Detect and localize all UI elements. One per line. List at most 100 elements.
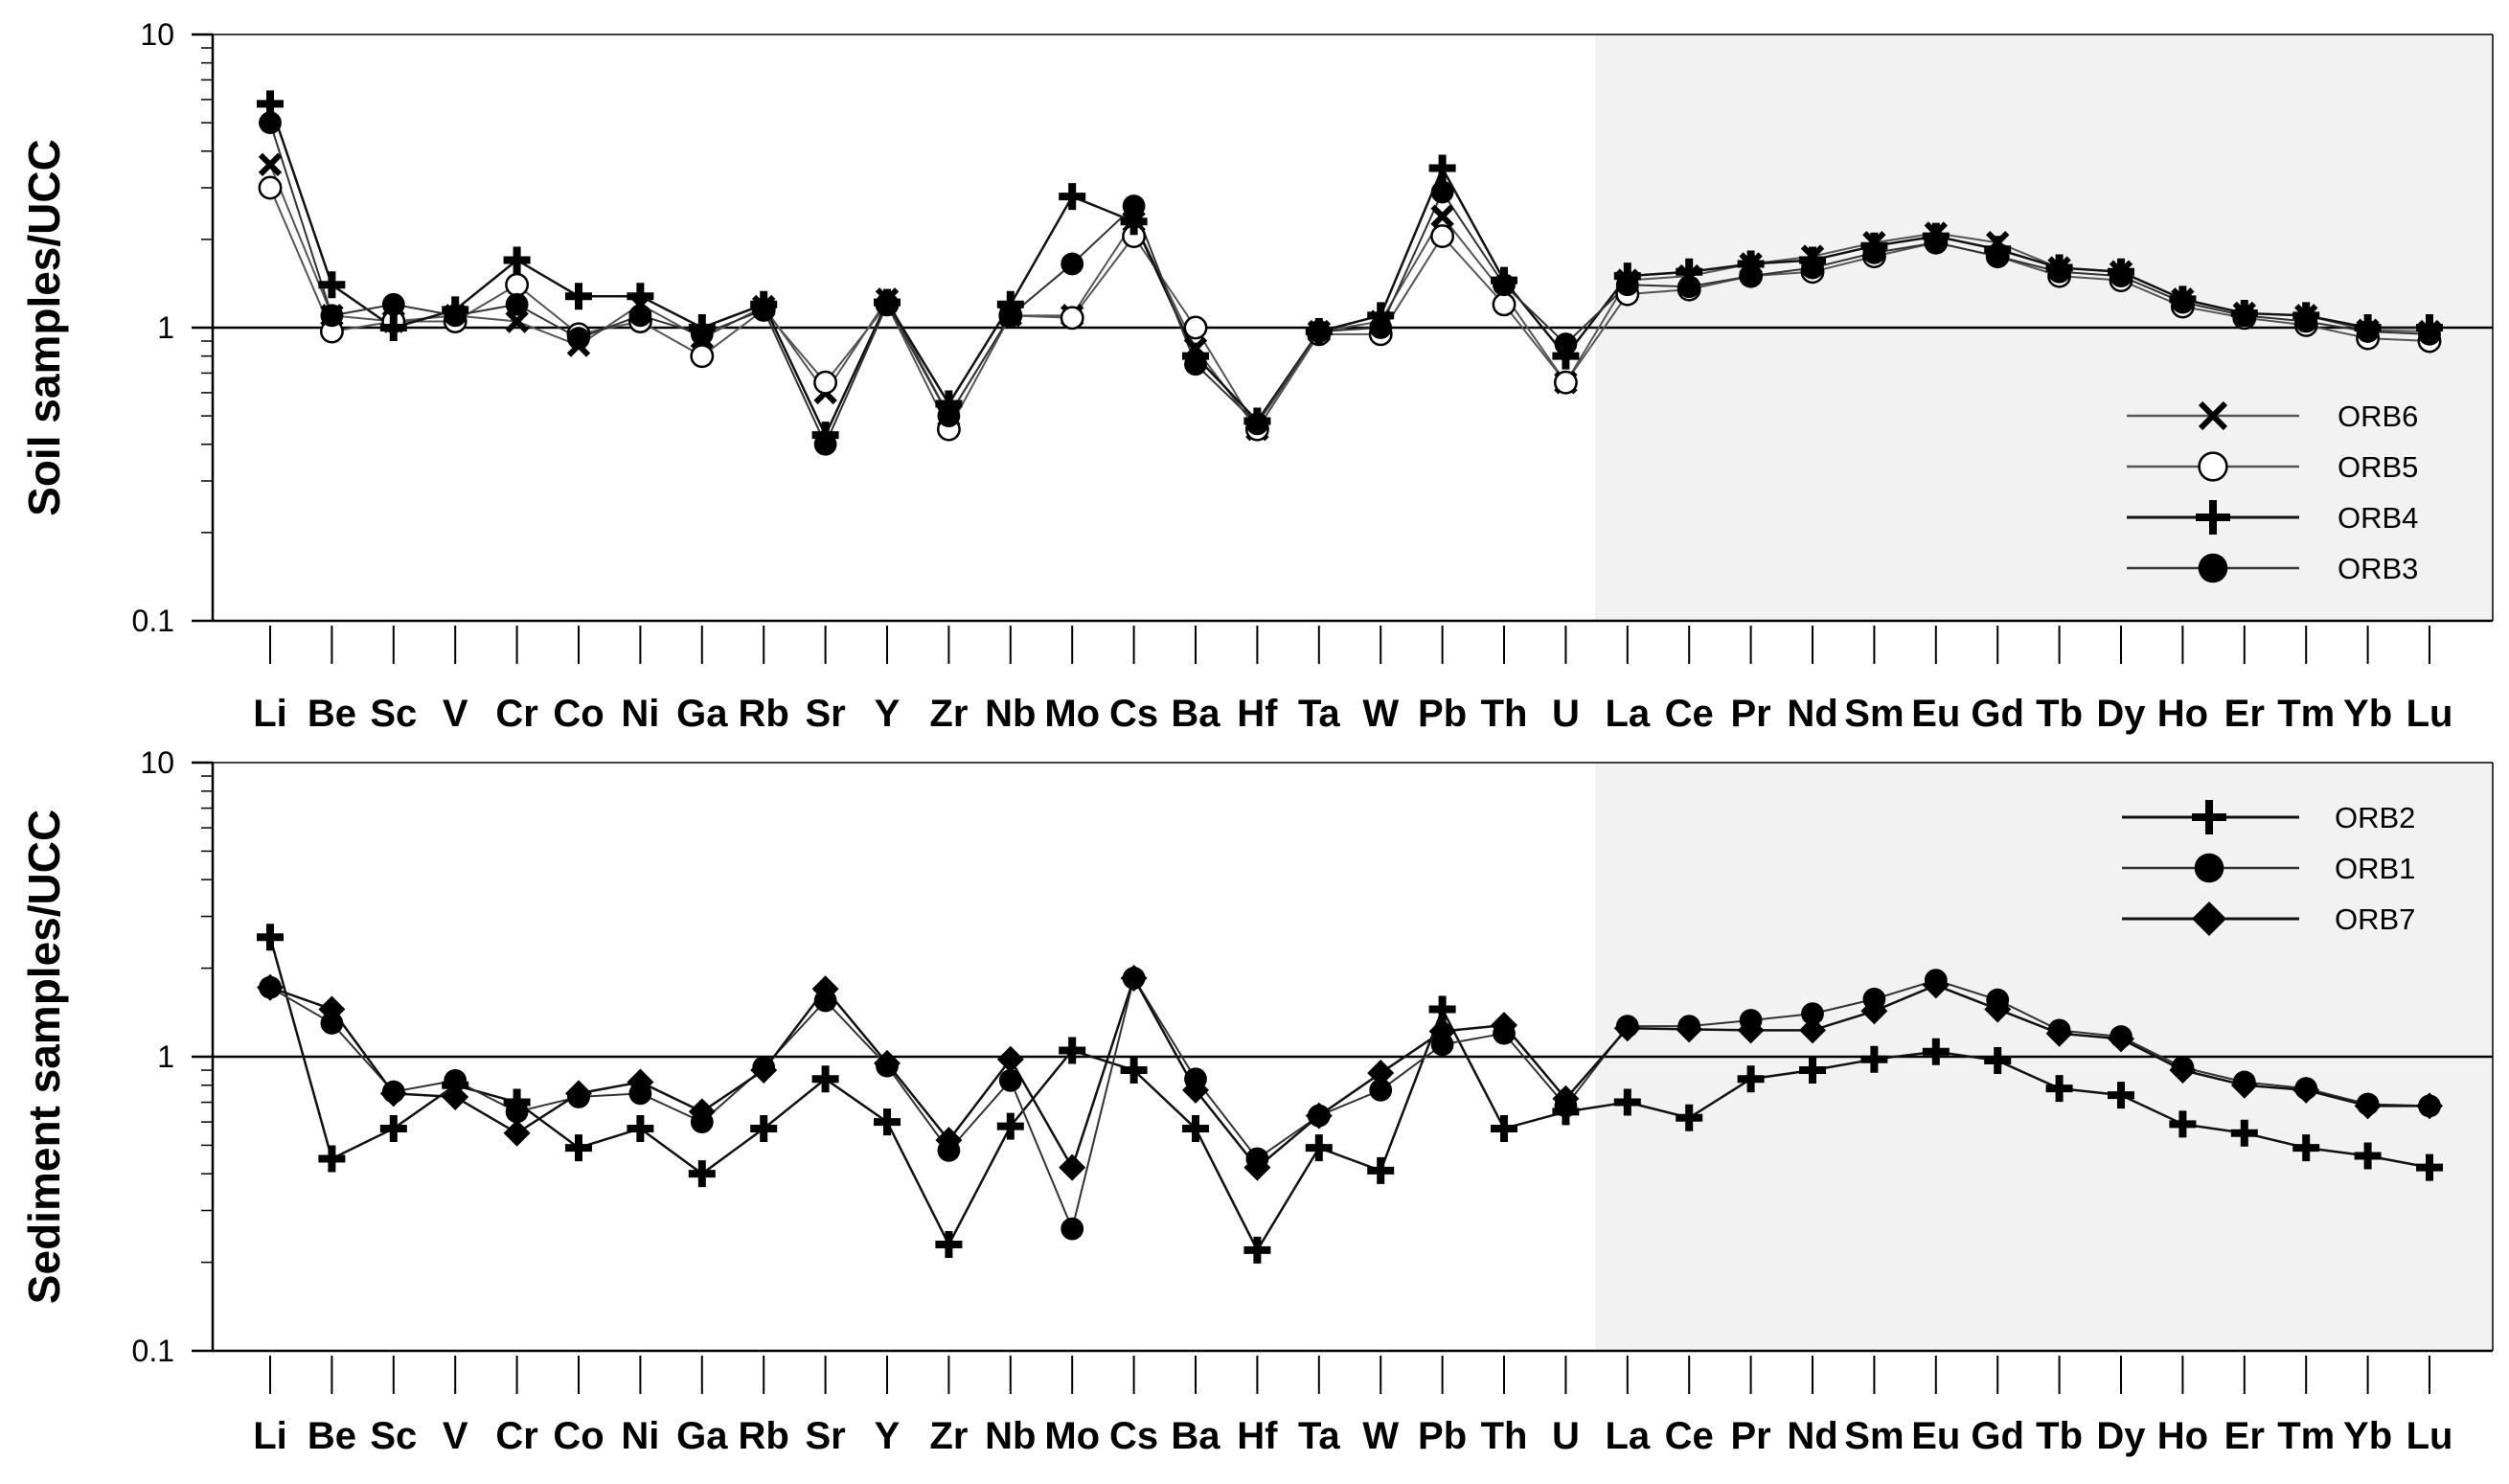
data-point-orb6 (258, 152, 283, 176)
x-tick-label: Cs (1109, 1415, 1158, 1457)
data-point-orb2 (811, 1065, 839, 1093)
data-point-orb4 (1059, 183, 1086, 211)
x-tick-label: Nd (1787, 693, 1837, 735)
data-point-orb3 (813, 432, 837, 456)
data-point-orb7 (1491, 1012, 1517, 1039)
data-point-orb3 (2047, 260, 2071, 284)
data-point-orb7 (1243, 1153, 1271, 1181)
x-tick-label: Sc (370, 693, 417, 735)
data-point-orb3 (2171, 290, 2195, 314)
data-point-orb2 (2169, 1110, 2197, 1138)
data-point-orb7 (811, 975, 839, 1003)
sediment-chart-panel: 0.1 1 10 Li Be Sc V Cr Co Ni Ga Rb Sr Y Zr Nb Mo Cs Ba Hf Ta… (19, 745, 2494, 1457)
data-point-orb2 (1120, 1057, 1148, 1084)
data-point-orb2 (2230, 1119, 2258, 1147)
data-point-orb7 (1367, 1060, 1395, 1087)
data-point-orb7 (1305, 1102, 1333, 1130)
data-point-orb3 (1924, 231, 1948, 255)
data-point-orb2 (1676, 1104, 1703, 1131)
data-point-orb3 (505, 292, 529, 316)
x-tick-label: Co (553, 693, 604, 735)
data-point-orb4 (1428, 154, 1456, 182)
data-point-orb5 (1060, 306, 1084, 331)
x-tick-label: Nb (985, 1415, 1036, 1457)
data-point-orb4 (318, 271, 346, 299)
x-tick-label: Tb (2036, 693, 2083, 735)
data-point-orb7 (2354, 1092, 2382, 1120)
data-point-orb1 (998, 1068, 1022, 1092)
data-point-orb1 (320, 1012, 344, 1035)
data-point-orb7 (1860, 997, 1888, 1025)
x-tick-label: Gd (1971, 693, 2024, 735)
x-tick-label: Th (1481, 1415, 1528, 1457)
data-point-orb2 (996, 1112, 1024, 1140)
soil-chart-panel: 0.1 1 10 Li Be Sc V Cr Co Ni Ga Rb Sr Y Zr Nb Mo Cs Ba Hf Ta… (19, 17, 2494, 735)
data-point-orb3 (876, 292, 899, 316)
x-tick-label: Sc (370, 1415, 417, 1457)
data-point-orb2 (1305, 1134, 1333, 1162)
data-point-orb2 (1182, 1114, 1209, 1142)
data-point-orb7 (874, 1049, 901, 1077)
data-point-orb7 (2108, 1025, 2134, 1053)
data-point-orb7 (2416, 1092, 2443, 1120)
data-point-orb7 (996, 1045, 1024, 1073)
legend-label-orb6: ORB6 (2338, 400, 2418, 433)
x-tick-label: Mo (1044, 693, 1100, 735)
x-tick-label: U (1552, 1415, 1580, 1457)
data-point-orb7 (750, 1057, 778, 1084)
legend-label-orb1: ORB1 (2335, 852, 2415, 885)
data-point-orb7 (2045, 1019, 2073, 1047)
x-tick-label: Ho (2157, 1415, 2208, 1457)
data-point-orb7 (935, 1127, 963, 1154)
x-tick-label: Dy (2096, 1415, 2146, 1457)
y-tick-label: 10 (140, 17, 174, 52)
x-tick-label: Y (875, 1415, 901, 1457)
data-point-orb1 (505, 1100, 529, 1124)
x-tick-label: Be (308, 1415, 356, 1457)
x-tick-label: Li (253, 693, 287, 735)
data-point-orb1 (444, 1068, 468, 1092)
legend-marker-orb6 (2198, 400, 2228, 431)
legend-marker-orb1 (2194, 853, 2224, 883)
data-point-orb2 (2045, 1075, 2073, 1103)
x-tick-label: Er (2224, 1415, 2265, 1457)
data-point-orb7 (1922, 971, 1950, 999)
x-tick-label: Sr (805, 693, 845, 735)
x-tick-label: Sr (805, 1415, 845, 1457)
x-tick-label: V (443, 1415, 468, 1457)
data-point-orb3 (1184, 353, 1207, 377)
data-point-orb3 (567, 327, 590, 350)
data-point-orb2 (2108, 1082, 2134, 1109)
data-point-orb5 (258, 175, 283, 200)
legend-marker-orb5 (2198, 451, 2228, 482)
x-tick-label: Pb (1418, 1415, 1467, 1457)
x-tick-label: Pr (1730, 693, 1770, 735)
data-point-orb2 (1613, 1088, 1641, 1116)
data-point-orb7 (565, 1080, 592, 1107)
data-point-orb3 (1430, 180, 1454, 204)
x-tick-label: Ga (676, 693, 728, 735)
x-tick-label: La (1605, 1415, 1650, 1457)
data-point-orb2 (565, 1134, 592, 1162)
data-point-orb2 (1059, 1037, 1086, 1064)
data-point-orb2 (627, 1114, 654, 1142)
data-point-orb7 (1676, 1016, 1703, 1043)
data-point-orb3 (1307, 320, 1331, 343)
data-point-orb7 (2292, 1076, 2320, 1104)
data-point-orb3 (2294, 309, 2318, 333)
data-point-orb3 (444, 304, 468, 328)
data-point-orb4 (503, 246, 531, 274)
data-point-orb2 (1367, 1156, 1395, 1184)
x-tick-label: U (1552, 693, 1580, 735)
x-tick-label: Th (1481, 693, 1528, 735)
x-tick-label: Tm (2277, 693, 2335, 735)
data-point-orb2 (1737, 1065, 1765, 1093)
data-point-orb3 (628, 304, 652, 328)
data-point-orb5 (813, 370, 838, 395)
x-tick-label: W (1362, 693, 1399, 735)
x-tick-label: La (1605, 693, 1650, 735)
x-tick-label: Ba (1171, 1415, 1220, 1457)
y-axis-title: Sediment samples/UCC (19, 810, 69, 1304)
data-point-orb3 (1245, 412, 1269, 436)
